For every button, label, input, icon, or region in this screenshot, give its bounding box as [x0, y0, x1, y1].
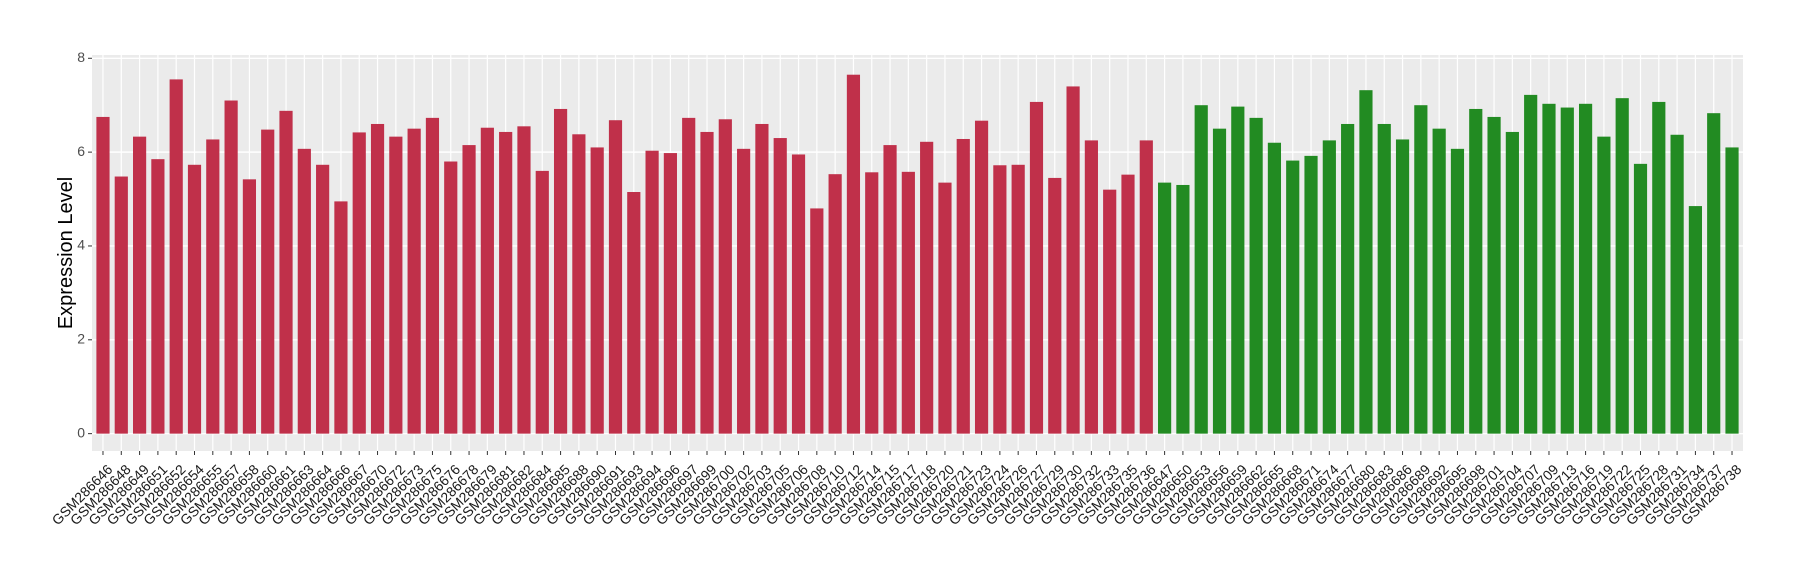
- bar: [828, 174, 842, 434]
- y-tick-label: 6: [77, 143, 85, 159]
- bar: [590, 147, 604, 434]
- bar: [1560, 107, 1574, 434]
- bar: [499, 131, 513, 434]
- bar: [627, 192, 641, 434]
- bar: [1139, 140, 1153, 434]
- bar: [535, 170, 549, 434]
- bar: [1469, 108, 1483, 434]
- bar: [1359, 90, 1373, 434]
- bar: [1707, 113, 1721, 434]
- bar: [261, 129, 275, 434]
- bar: [1304, 155, 1318, 434]
- bar: [1084, 140, 1098, 434]
- bar: [1194, 105, 1208, 434]
- bar: [663, 153, 677, 434]
- bar: [1542, 103, 1556, 434]
- bar: [224, 100, 238, 434]
- bar: [96, 116, 110, 434]
- bar: [718, 119, 732, 434]
- bar: [810, 208, 824, 434]
- bar: [425, 117, 440, 434]
- bar: [920, 141, 934, 434]
- bar: [444, 161, 458, 434]
- bar: [1670, 134, 1684, 434]
- bar: [1725, 147, 1739, 434]
- bar: [1231, 106, 1245, 434]
- bar: [206, 139, 220, 434]
- bar: [1048, 177, 1062, 434]
- bar: [1688, 206, 1702, 434]
- bar: [169, 79, 183, 434]
- bar: [1212, 128, 1227, 434]
- bar: [1341, 123, 1355, 434]
- y-tick-label: 0: [77, 424, 85, 440]
- bar: [1633, 163, 1648, 434]
- bar: [1249, 117, 1263, 434]
- bar: [316, 164, 330, 434]
- bar: [334, 201, 348, 434]
- bar: [370, 123, 385, 434]
- bar: [1450, 148, 1465, 434]
- bar: [297, 148, 311, 434]
- bar: [608, 120, 623, 434]
- bar: [1011, 164, 1025, 434]
- y-tick-label: 4: [77, 237, 85, 253]
- bar: [1487, 116, 1501, 434]
- bar: [1615, 98, 1629, 434]
- bar: [773, 138, 787, 434]
- bar: [1524, 94, 1538, 434]
- bar: [407, 128, 421, 434]
- bar: [956, 138, 970, 434]
- bar: [352, 132, 366, 434]
- y-tick-label: 8: [77, 49, 85, 65]
- bar: [700, 131, 714, 434]
- bar: [1029, 101, 1044, 434]
- bar: [1103, 189, 1117, 434]
- y-axis-title: Expression Level: [55, 177, 77, 329]
- y-tick-label: 2: [77, 331, 85, 347]
- bar: [1652, 101, 1666, 434]
- bar: [1578, 103, 1593, 434]
- bar: [114, 176, 128, 434]
- bar: [1121, 174, 1135, 434]
- bar: [1597, 136, 1611, 434]
- bar: [737, 148, 751, 434]
- bar: [883, 145, 897, 434]
- bar: [846, 74, 861, 434]
- bar: [1286, 160, 1300, 434]
- plot-panel: [92, 55, 1743, 451]
- bar: [187, 164, 202, 434]
- bar: [755, 123, 769, 434]
- bar: [993, 165, 1007, 434]
- bar: [572, 134, 586, 434]
- bar: [645, 150, 659, 434]
- bar: [1432, 128, 1446, 434]
- bar: [1176, 184, 1190, 434]
- bar: [901, 171, 915, 434]
- bar: [791, 154, 806, 434]
- bar: [151, 159, 165, 434]
- bar: [279, 110, 293, 434]
- bar: [553, 108, 568, 434]
- bar: [1414, 105, 1428, 434]
- bar: [938, 182, 952, 434]
- bar: [1505, 131, 1519, 434]
- bar: [480, 127, 494, 434]
- bar: [1267, 142, 1282, 434]
- bar: [1395, 139, 1410, 434]
- bar: [1322, 140, 1336, 434]
- bar: [865, 172, 879, 434]
- bar: [242, 179, 257, 434]
- bar: [462, 145, 476, 434]
- bar: [1066, 86, 1080, 434]
- bar: [133, 136, 147, 434]
- bar: [1158, 182, 1172, 434]
- bar: [682, 117, 696, 434]
- bar: [974, 120, 989, 434]
- bar: [517, 126, 531, 434]
- bar: [1377, 123, 1391, 434]
- bar: [389, 136, 403, 434]
